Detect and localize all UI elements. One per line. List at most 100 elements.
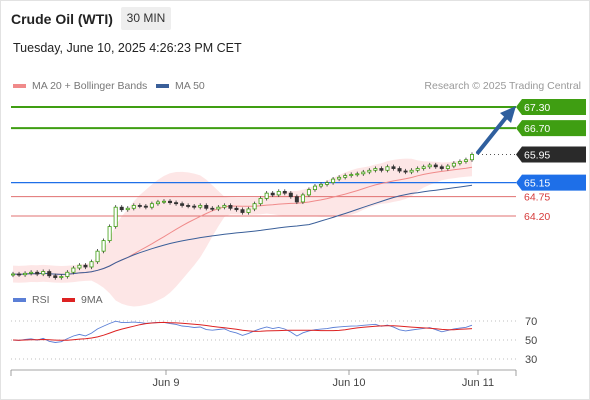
timestamp: Tuesday, June 10, 2025 4:26:23 PM CET xyxy=(13,41,242,55)
candle-body xyxy=(137,205,142,207)
bollinger-band xyxy=(13,158,472,307)
candle-body xyxy=(10,273,15,276)
candle-body xyxy=(174,202,179,205)
candle-body xyxy=(300,194,305,203)
legend-rsi-label: RSI xyxy=(32,294,50,306)
x-tick-label: Jun 10 xyxy=(332,377,365,389)
candle-body xyxy=(457,161,462,164)
candle-body xyxy=(210,207,215,210)
price-label-64.20: 64.20 xyxy=(524,211,550,223)
rsi-line xyxy=(12,320,473,343)
candle-body xyxy=(113,206,118,227)
candle-body xyxy=(17,273,22,276)
candle-body xyxy=(385,166,390,171)
candle-body xyxy=(59,276,64,278)
price-label-64.75: 64.75 xyxy=(524,192,550,204)
candle-body xyxy=(168,200,173,204)
candle-body xyxy=(367,169,372,173)
candle-body xyxy=(77,264,82,269)
x-tick-label: Jun 9 xyxy=(153,377,180,389)
candle-body xyxy=(228,205,233,209)
candle-body xyxy=(421,166,426,169)
candle-body xyxy=(161,200,166,203)
forecast-arrow xyxy=(476,106,516,155)
ma50-line xyxy=(12,184,473,275)
price-label-65.95: 65.95 xyxy=(524,149,550,161)
candle-body xyxy=(149,203,154,208)
candle-body xyxy=(240,209,245,213)
candle-body xyxy=(222,205,227,208)
moving-averages xyxy=(12,166,473,275)
candle-body xyxy=(469,154,474,161)
candle-body xyxy=(47,271,52,277)
rsi-tick-label: 70 xyxy=(525,316,537,328)
candle-body xyxy=(325,182,330,185)
candle-body xyxy=(65,271,70,277)
candle-body xyxy=(415,168,420,171)
candle-body xyxy=(29,271,34,274)
candle-body xyxy=(204,205,209,209)
candle-body xyxy=(276,190,281,196)
candle-body xyxy=(282,190,287,194)
price-axis-labels: 67.30 66.70 65.95 65.15 64.75 64.20 xyxy=(516,99,586,223)
legend-rsi: RSI xyxy=(13,294,50,306)
candle-body xyxy=(355,173,360,176)
legend-ma50: MA 50 xyxy=(156,80,205,92)
candle-body xyxy=(95,250,100,263)
candle-body xyxy=(403,170,408,173)
legend-ma20: MA 20 + Bollinger Bands xyxy=(13,80,147,92)
candle-body xyxy=(71,267,76,273)
candle-body xyxy=(234,207,239,211)
rsi-swatch xyxy=(13,298,26,302)
candle-body xyxy=(83,264,88,268)
candle-body xyxy=(180,203,185,206)
price-label-bg xyxy=(516,99,586,115)
candle-body xyxy=(427,164,432,168)
candle-body xyxy=(198,205,203,208)
candle-body xyxy=(337,176,342,180)
ma20-swatch xyxy=(13,84,26,88)
legend-9ma: 9MA xyxy=(62,294,103,306)
candle-body xyxy=(186,205,191,207)
ma9-swatch xyxy=(62,298,75,302)
price-levels xyxy=(11,106,516,217)
candle-body xyxy=(192,205,197,208)
ma50-swatch xyxy=(156,84,169,88)
candle-body xyxy=(397,168,402,172)
candle-body xyxy=(379,168,384,171)
price-label-67.30: 67.30 xyxy=(524,102,550,114)
candle-body xyxy=(107,226,112,242)
legend-9ma-label: 9MA xyxy=(81,294,103,306)
candle-body xyxy=(312,185,317,191)
time-axis: Jun 9 Jun 10 Jun 11 xyxy=(10,369,517,389)
candle-body xyxy=(373,168,378,171)
price-label-bg xyxy=(516,146,586,163)
candle-body xyxy=(451,162,456,167)
x-tick-label: Jun 11 xyxy=(462,377,494,389)
candle-body xyxy=(319,183,324,187)
rsi-tick-label: 30 xyxy=(525,354,537,366)
arrow-shaft xyxy=(476,113,510,155)
candle-body xyxy=(294,196,299,203)
price-label-bg xyxy=(516,174,586,191)
candle-body xyxy=(41,271,46,275)
candle-body xyxy=(288,192,293,198)
price-label-66.70: 66.70 xyxy=(524,123,550,135)
candle-body xyxy=(463,159,468,162)
timeframe-badge[interactable]: 30 MIN xyxy=(121,7,171,30)
candle-body xyxy=(101,240,106,252)
instrument-title: Crude Oil (WTI) xyxy=(11,11,113,27)
candle-body xyxy=(409,169,414,173)
price-label-bg xyxy=(516,120,586,137)
candle-body xyxy=(349,174,354,176)
candle-body xyxy=(445,165,450,169)
candle-body xyxy=(125,207,130,211)
candle-body xyxy=(252,203,257,210)
candle-body xyxy=(343,175,348,178)
candle-body xyxy=(35,271,40,275)
candle-body xyxy=(306,189,311,196)
rsi-tick-label: 50 xyxy=(525,335,537,347)
legend-ma50-label: MA 50 xyxy=(175,80,205,92)
candle-body xyxy=(131,205,136,209)
